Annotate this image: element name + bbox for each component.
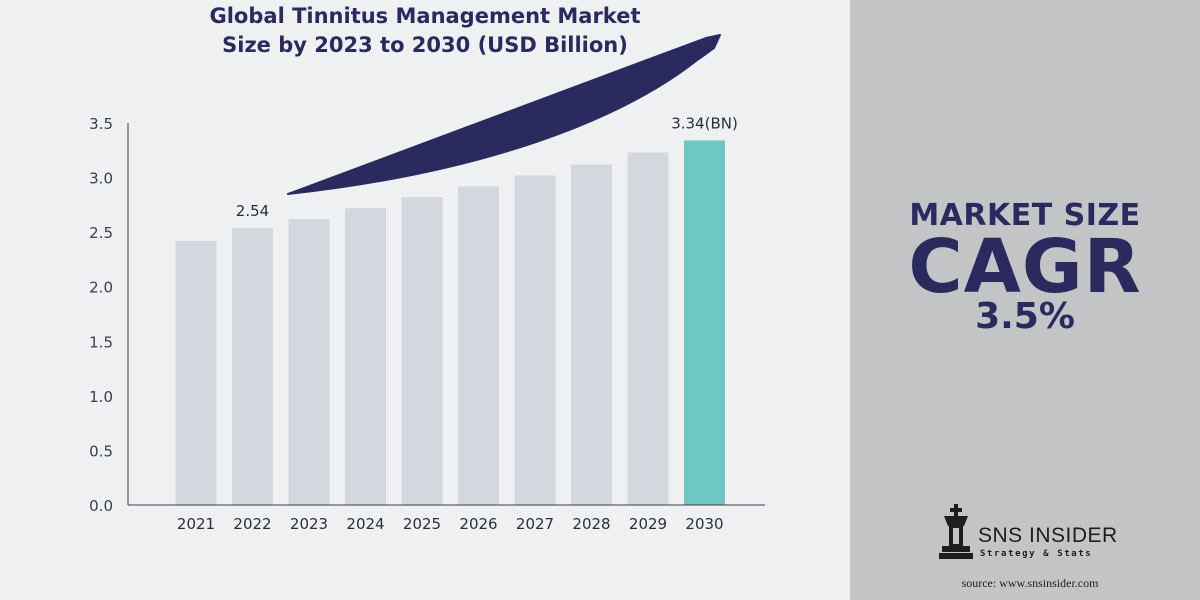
source-note: source: www.snsinsider.com xyxy=(961,576,1099,590)
x-tick-label: 2024 xyxy=(346,515,384,533)
logo-name: SNS INSIDER xyxy=(978,524,1118,547)
cagr-label: CAGR xyxy=(908,224,1142,310)
bar-2022 xyxy=(232,227,273,505)
bar-2027 xyxy=(514,175,556,506)
bar-2030 xyxy=(684,140,725,505)
bar-2021 xyxy=(175,240,217,506)
bar-2026 xyxy=(458,186,499,505)
chart-title: Global Tinnitus Management Market Size b… xyxy=(125,2,725,60)
summary-panel xyxy=(850,0,1200,600)
cagr-arrow xyxy=(287,34,721,195)
x-tick-label: 2027 xyxy=(516,515,554,533)
bar-2029 xyxy=(627,152,669,505)
x-tick-label: 2026 xyxy=(459,515,497,533)
bar-2028 xyxy=(571,164,612,505)
x-tick-label: 2023 xyxy=(290,515,328,533)
y-tick-label: 2.0 xyxy=(89,279,113,297)
chart-title-line-2: Size by 2023 to 2030 (USD Billion) xyxy=(222,33,628,57)
x-tick-label: 2025 xyxy=(403,515,441,533)
x-tick-label: 2030 xyxy=(685,515,723,533)
x-tick-label: 2021 xyxy=(177,515,215,533)
data-label: 2.54 xyxy=(236,202,269,220)
chart-title-line-1: Global Tinnitus Management Market xyxy=(209,4,641,28)
x-tick-label: 2029 xyxy=(629,515,667,533)
bar-chart: 0.0 0.5 1.0 1.5 2.0 2.5 3.0 3.5 2021 2022 2023 202… xyxy=(89,34,765,533)
logo-tagline: Strategy & Stats xyxy=(980,549,1093,559)
y-tick-label: 0.5 xyxy=(89,442,113,460)
y-tick-label: 1.5 xyxy=(89,333,113,351)
bar-2024 xyxy=(345,208,386,506)
y-tick-label: 2.5 xyxy=(89,224,113,242)
bar-2025 xyxy=(401,197,443,505)
y-tick-label: 3.0 xyxy=(89,170,113,188)
market-size-label: MARKET SIZE xyxy=(909,198,1141,233)
data-label: 3.34(BN) xyxy=(671,114,738,132)
y-tick-label: 0.0 xyxy=(89,497,113,515)
chess-king-icon xyxy=(939,504,973,559)
x-tick-label: 2028 xyxy=(572,515,610,533)
y-tick-label: 3.5 xyxy=(89,115,113,133)
sns-insider-logo: SNS INSIDER Strategy & Stats xyxy=(936,502,1136,562)
cagr-value: 3.5% xyxy=(975,296,1075,337)
bar-2023 xyxy=(288,219,330,505)
y-tick-label: 1.0 xyxy=(89,388,113,406)
x-tick-label: 2022 xyxy=(233,515,271,533)
